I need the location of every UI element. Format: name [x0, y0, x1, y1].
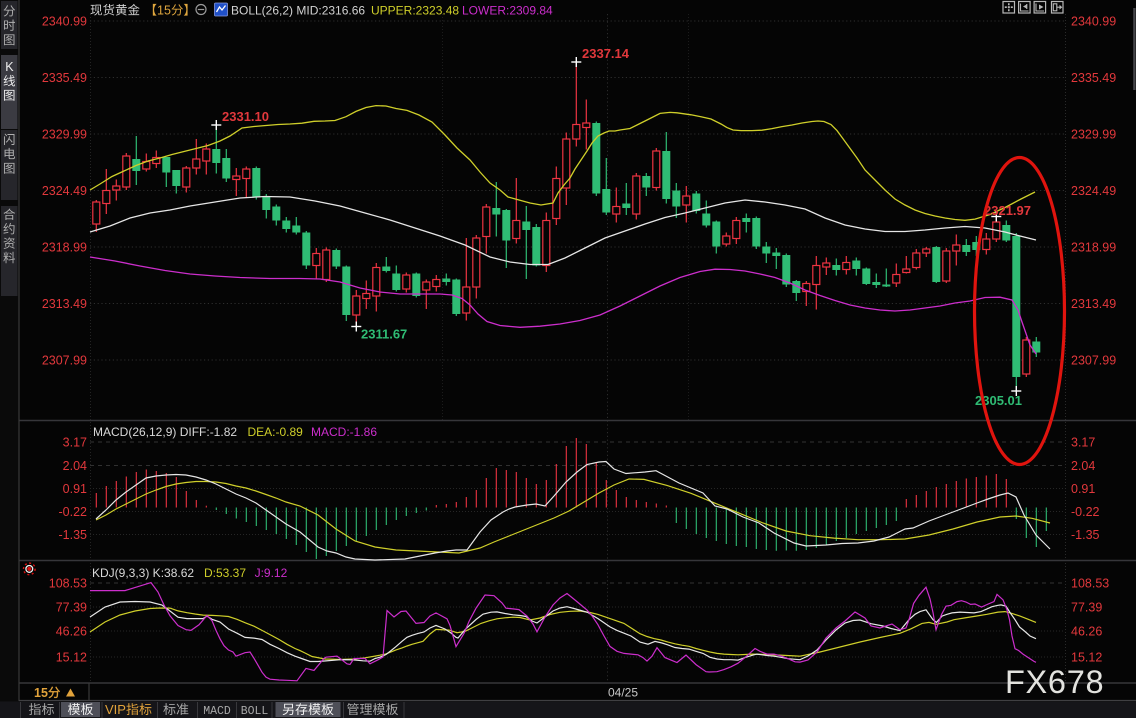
- svg-text:2.04: 2.04: [63, 459, 87, 473]
- svg-text:108.53: 108.53: [49, 577, 87, 591]
- svg-text:VIP: VIP: [105, 702, 126, 717]
- svg-text:DEA:-0.89: DEA:-0.89: [248, 425, 304, 439]
- svg-text:2324.49: 2324.49: [1071, 184, 1116, 198]
- svg-text:2305.01: 2305.01: [975, 393, 1022, 408]
- svg-text:2340.99: 2340.99: [1071, 15, 1116, 29]
- svg-text:2337.14: 2337.14: [582, 46, 630, 61]
- svg-text:46.26: 46.26: [56, 625, 87, 639]
- svg-text:-0.22: -0.22: [59, 505, 88, 519]
- svg-text:2.04: 2.04: [1071, 459, 1095, 473]
- svg-text:0.91: 0.91: [1071, 482, 1095, 496]
- svg-text:77.39: 77.39: [56, 601, 87, 615]
- svg-text:2329.99: 2329.99: [42, 128, 87, 142]
- svg-text:-1.35: -1.35: [59, 528, 88, 542]
- svg-text:2335.49: 2335.49: [42, 71, 87, 85]
- svg-text:2321.97: 2321.97: [984, 203, 1031, 218]
- svg-text:15.12: 15.12: [56, 651, 87, 665]
- svg-text:2329.99: 2329.99: [1071, 128, 1116, 142]
- svg-text:MACD:-1.86: MACD:-1.86: [311, 425, 377, 439]
- svg-text:2335.49: 2335.49: [1071, 71, 1116, 85]
- svg-text:0.91: 0.91: [63, 482, 87, 496]
- svg-text:2313.49: 2313.49: [42, 297, 87, 311]
- svg-text:2313.49: 2313.49: [1071, 297, 1116, 311]
- svg-text:04/25: 04/25: [608, 686, 638, 700]
- svg-text:15: 15: [157, 4, 171, 18]
- svg-text:3.17: 3.17: [1071, 436, 1095, 450]
- svg-text:J:9.12: J:9.12: [255, 566, 288, 580]
- svg-text:77.39: 77.39: [1071, 601, 1102, 615]
- svg-text:15: 15: [34, 686, 48, 700]
- svg-text:108.53: 108.53: [1071, 577, 1109, 591]
- svg-text:BOLL: BOLL: [241, 705, 269, 718]
- svg-text:-0.22: -0.22: [1071, 505, 1100, 519]
- svg-text:MACD(26,12,9) DIFF:-1.82: MACD(26,12,9) DIFF:-1.82: [93, 425, 237, 439]
- svg-text:3.17: 3.17: [63, 436, 87, 450]
- svg-text:-1.35: -1.35: [1071, 528, 1100, 542]
- svg-text:MACD: MACD: [203, 705, 231, 718]
- svg-text:BOLL(26,2) MID:2316.66: BOLL(26,2) MID:2316.66: [231, 4, 365, 18]
- svg-text:2340.99: 2340.99: [42, 15, 87, 29]
- svg-text:2307.99: 2307.99: [1071, 354, 1116, 368]
- svg-text:LOWER:2309.84: LOWER:2309.84: [462, 4, 553, 18]
- svg-text:UPPER:2323.48: UPPER:2323.48: [371, 4, 459, 18]
- svg-text:15.12: 15.12: [1071, 651, 1102, 665]
- svg-text:2324.49: 2324.49: [42, 184, 87, 198]
- svg-text:2318.99: 2318.99: [42, 241, 87, 255]
- svg-text:K: K: [5, 60, 14, 74]
- svg-text:KDJ(9,3,3) K:38.62: KDJ(9,3,3) K:38.62: [92, 566, 194, 580]
- svg-text:2331.10: 2331.10: [222, 109, 269, 124]
- svg-text:FX678: FX678: [1005, 664, 1104, 700]
- svg-text:2318.99: 2318.99: [1071, 241, 1116, 255]
- svg-text:2311.67: 2311.67: [361, 327, 407, 342]
- svg-text:2307.99: 2307.99: [42, 354, 87, 368]
- svg-text:D:53.37: D:53.37: [204, 566, 246, 580]
- svg-text:46.26: 46.26: [1071, 625, 1102, 639]
